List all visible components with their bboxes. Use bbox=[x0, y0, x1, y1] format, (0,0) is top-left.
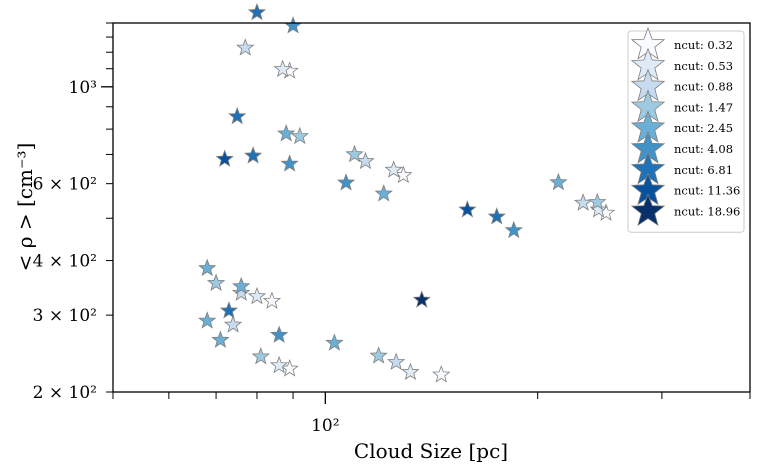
y-tick-label: 2 × 10² bbox=[33, 383, 97, 403]
star-point bbox=[280, 154, 299, 172]
star-point bbox=[356, 151, 375, 170]
series-group bbox=[198, 124, 568, 351]
legend-label: ncut: 4.08 bbox=[674, 142, 733, 156]
star-point bbox=[236, 38, 255, 56]
star-point bbox=[589, 200, 608, 218]
major-ticks bbox=[101, 86, 326, 404]
plot-frame bbox=[112, 22, 751, 393]
x-axis-label: Cloud Size [pc] bbox=[354, 439, 508, 463]
x-tick-labels: 10² bbox=[311, 416, 339, 436]
y-tick-label: 10³ bbox=[69, 78, 97, 98]
series-group bbox=[262, 61, 616, 383]
star-point bbox=[269, 325, 289, 343]
series-group bbox=[269, 16, 523, 343]
star-point bbox=[374, 184, 393, 202]
series-group bbox=[247, 59, 608, 381]
legend-label: ncut: 0.32 bbox=[674, 38, 733, 52]
y-tick-label: 4 × 10² bbox=[33, 252, 97, 272]
star-point bbox=[219, 301, 239, 319]
legend-label: ncut: 0.53 bbox=[674, 59, 733, 73]
star-point bbox=[269, 355, 289, 374]
star-point bbox=[487, 207, 506, 225]
legend-label: ncut: 11.36 bbox=[674, 184, 740, 198]
star-point bbox=[232, 276, 251, 295]
y-axis-label: < ρ > [cm⁻³] bbox=[13, 143, 37, 272]
star-point bbox=[384, 160, 403, 178]
star-point bbox=[251, 346, 270, 365]
star-point bbox=[228, 106, 247, 125]
star-point bbox=[573, 193, 593, 211]
star-point bbox=[232, 283, 251, 301]
y-tick-label: 6 × 10² bbox=[33, 175, 97, 195]
star-point bbox=[215, 149, 234, 167]
star-point bbox=[290, 126, 309, 145]
series-group bbox=[223, 38, 593, 371]
star-point bbox=[198, 258, 217, 277]
star-point bbox=[243, 146, 263, 164]
star-point bbox=[412, 290, 431, 308]
minor-ticks bbox=[106, 22, 751, 399]
legend-label: ncut: 18.96 bbox=[674, 204, 740, 218]
star-point bbox=[223, 315, 243, 333]
star-point bbox=[401, 362, 420, 381]
star-point bbox=[211, 330, 230, 348]
series-group bbox=[219, 2, 506, 319]
legend-star bbox=[630, 193, 666, 227]
star-point bbox=[325, 333, 344, 351]
star-point bbox=[273, 59, 292, 78]
star-point bbox=[247, 286, 267, 305]
star-point bbox=[345, 144, 364, 163]
star-point bbox=[283, 16, 303, 34]
y-tick-label: 3 × 10² bbox=[33, 306, 97, 326]
series-group bbox=[215, 149, 477, 218]
star-point bbox=[277, 124, 296, 142]
series-group bbox=[412, 290, 431, 308]
legend: ncut: 0.32 ncut: 0.53 ncut: 0.88 ncut: 1.47… bbox=[627, 26, 745, 233]
legend-label: ncut: 0.88 bbox=[674, 80, 733, 94]
star-point bbox=[458, 200, 477, 218]
star-point bbox=[588, 192, 607, 211]
star-point bbox=[262, 291, 282, 309]
star-point bbox=[432, 365, 451, 383]
legend-label: ncut: 2.45 bbox=[674, 121, 733, 135]
x-tick-label: 10² bbox=[311, 416, 339, 436]
star-point bbox=[247, 2, 267, 21]
data-points bbox=[198, 2, 616, 383]
legend-label: ncut: 6.81 bbox=[674, 163, 733, 177]
star-point bbox=[206, 273, 226, 291]
star-point bbox=[549, 172, 568, 191]
legend-label: ncut: 1.47 bbox=[674, 100, 733, 114]
star-point bbox=[386, 352, 406, 371]
star-point bbox=[504, 220, 523, 239]
star-point bbox=[369, 346, 388, 364]
y-tick-labels: 2 × 10² 3 × 10² 4 × 10² 6 × 10² 10³ bbox=[33, 78, 97, 403]
star-point bbox=[336, 173, 356, 191]
star-point bbox=[198, 311, 217, 329]
series-group bbox=[206, 126, 607, 365]
